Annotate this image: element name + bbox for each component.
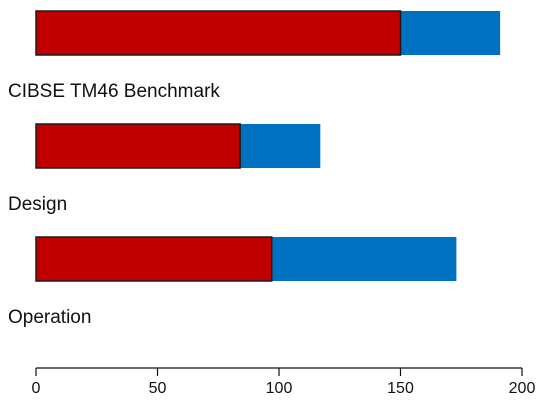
x-tick-label-0: 0	[32, 380, 41, 397]
category-label-design: Design	[8, 194, 67, 215]
category-label-operation: Operation	[8, 307, 91, 328]
bar-cibse-tm46-benchmark-segment-2	[400, 11, 501, 55]
bar-design-segment-2	[240, 124, 321, 168]
x-axis: 0 50 100 150 200	[32, 367, 536, 397]
x-tick-label-200: 200	[509, 380, 536, 397]
bar-operation-outline	[35, 236, 273, 282]
x-tick-label-50: 50	[149, 380, 167, 397]
category-labels: CIBSE TM46 Benchmark Design Operation	[8, 81, 220, 328]
bar-operation-segment-2	[271, 237, 457, 281]
bars-group	[35, 10, 501, 282]
x-tick-label-100: 100	[266, 380, 293, 397]
bar-design-outline	[35, 123, 241, 169]
bar-cibse-tm46-benchmark-outline	[35, 10, 402, 56]
category-label-cibse-tm46-benchmark: CIBSE TM46 Benchmark	[8, 81, 220, 102]
bar-operation-segment-1	[36, 237, 272, 281]
x-tick-label-150: 150	[387, 380, 414, 397]
bar-cibse-tm46-benchmark-segment-1	[36, 11, 401, 55]
bar-design-segment-1	[36, 124, 241, 168]
